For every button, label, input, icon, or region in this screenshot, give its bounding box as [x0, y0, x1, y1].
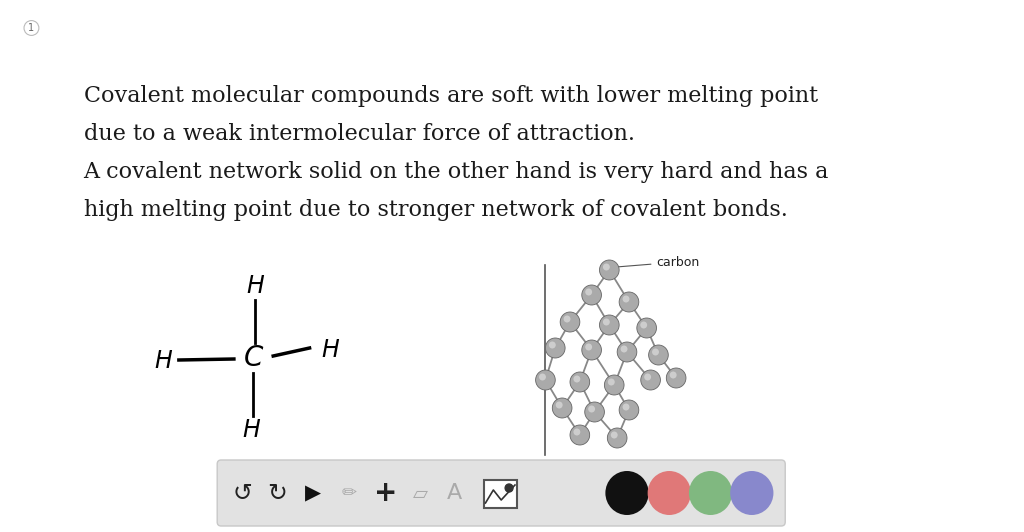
Text: Covalent molecular compounds are soft with lower melting point: Covalent molecular compounds are soft wi… [84, 85, 817, 107]
Circle shape [689, 471, 732, 515]
Circle shape [536, 370, 555, 390]
Circle shape [605, 471, 648, 515]
Circle shape [621, 345, 628, 353]
Circle shape [647, 471, 691, 515]
Circle shape [505, 484, 513, 492]
Text: H: H [247, 274, 264, 298]
Circle shape [644, 373, 651, 380]
Circle shape [570, 372, 590, 392]
Text: A covalent network solid on the other hand is very hard and has a: A covalent network solid on the other ha… [84, 161, 828, 183]
Circle shape [667, 368, 686, 388]
Text: 1: 1 [29, 23, 35, 33]
Text: A: A [446, 483, 462, 503]
Circle shape [563, 315, 570, 322]
Circle shape [637, 318, 656, 338]
FancyBboxPatch shape [217, 460, 785, 526]
Circle shape [648, 345, 669, 365]
Circle shape [586, 288, 592, 295]
Circle shape [603, 319, 610, 326]
Text: H: H [243, 418, 260, 442]
Circle shape [582, 285, 601, 305]
Text: C: C [244, 344, 263, 372]
Circle shape [570, 425, 590, 445]
Circle shape [588, 405, 595, 412]
Circle shape [573, 376, 581, 383]
Circle shape [585, 402, 604, 422]
Circle shape [640, 321, 647, 328]
Circle shape [539, 373, 546, 380]
Circle shape [620, 292, 639, 312]
Circle shape [603, 263, 610, 270]
Text: +: + [374, 479, 397, 507]
Circle shape [610, 431, 617, 438]
Circle shape [546, 338, 565, 358]
Text: carbon: carbon [618, 255, 699, 269]
Bar [483, 480, 517, 508]
Text: ▶: ▶ [304, 483, 321, 503]
Text: ↻: ↻ [267, 481, 287, 505]
Circle shape [586, 344, 592, 351]
Circle shape [599, 260, 620, 280]
Circle shape [623, 295, 630, 303]
Circle shape [549, 342, 556, 348]
Text: ✏: ✏ [341, 484, 356, 502]
Circle shape [607, 428, 627, 448]
Circle shape [623, 403, 630, 411]
Text: H: H [322, 338, 339, 362]
Text: due to a weak intermolecular force of attraction.: due to a weak intermolecular force of at… [84, 123, 635, 145]
Text: H: H [155, 349, 172, 373]
Circle shape [617, 342, 637, 362]
Circle shape [670, 371, 677, 378]
Circle shape [556, 402, 562, 409]
Circle shape [608, 378, 614, 386]
Circle shape [582, 340, 601, 360]
Text: ▱: ▱ [413, 484, 428, 503]
Circle shape [620, 400, 639, 420]
Circle shape [730, 471, 773, 515]
Circle shape [641, 370, 660, 390]
Circle shape [552, 398, 572, 418]
Circle shape [599, 315, 620, 335]
Circle shape [604, 375, 624, 395]
Text: high melting point due to stronger network of covalent bonds.: high melting point due to stronger netwo… [84, 199, 787, 221]
Circle shape [652, 348, 658, 355]
Circle shape [560, 312, 580, 332]
Circle shape [573, 428, 581, 436]
Text: diamond: diamond [564, 460, 625, 474]
Text: ↺: ↺ [232, 481, 253, 505]
